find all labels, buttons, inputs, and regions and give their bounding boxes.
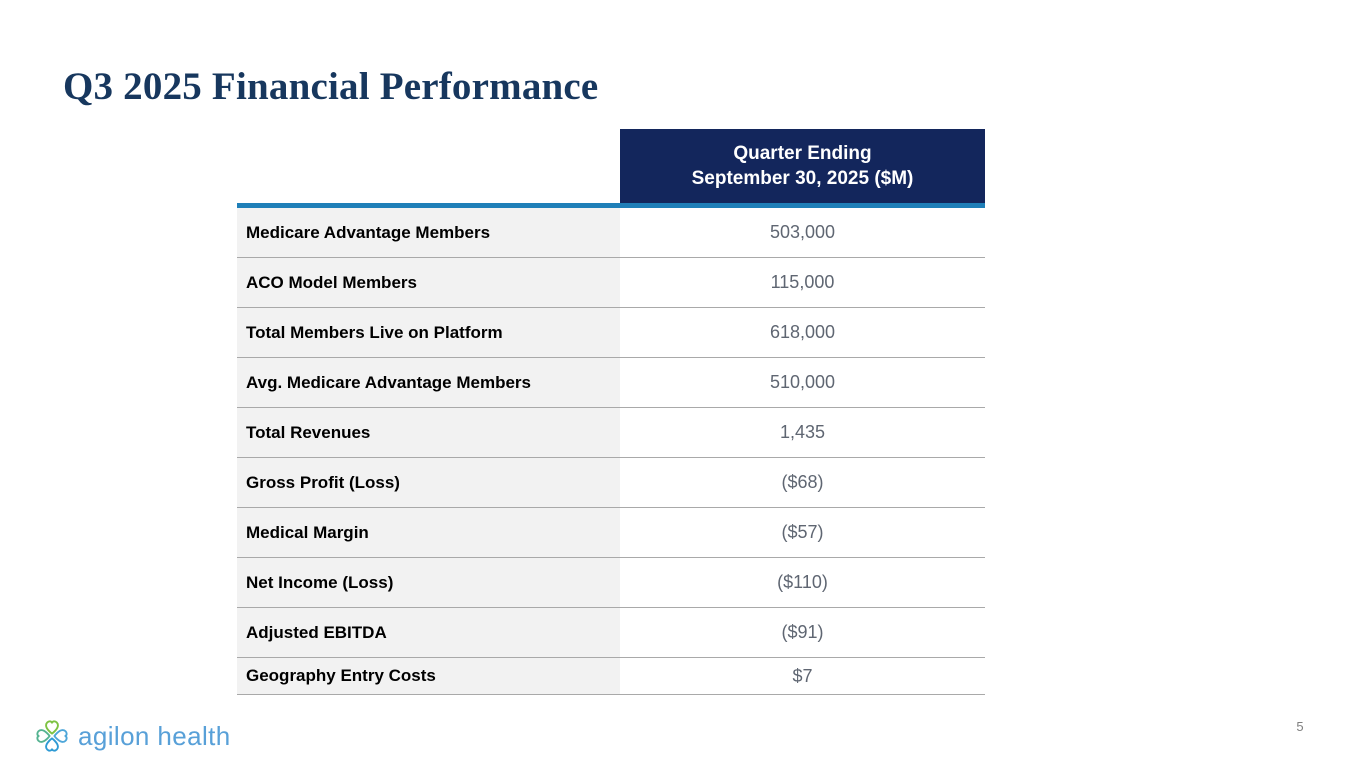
- row-value: ($110): [620, 558, 985, 607]
- table-row: Total Revenues 1,435: [237, 408, 985, 458]
- row-label: Total Members Live on Platform: [237, 308, 620, 357]
- table-row: Avg. Medicare Advantage Members 510,000: [237, 358, 985, 408]
- row-value: 503,000: [620, 208, 985, 257]
- table-row: Medical Margin ($57): [237, 508, 985, 558]
- column-header-line1: Quarter Ending: [733, 142, 872, 164]
- company-logo: agilon health: [33, 716, 231, 756]
- table-column-header: Quarter Ending September 30, 2025 ($M): [620, 129, 985, 203]
- row-label: ACO Model Members: [237, 258, 620, 307]
- table-row: ACO Model Members 115,000: [237, 258, 985, 308]
- logo-wordmark: agilon health: [78, 720, 231, 751]
- row-label: Total Revenues: [237, 408, 620, 457]
- row-value: 510,000: [620, 358, 985, 407]
- column-header-line2: September 30, 2025 ($M): [691, 168, 914, 189]
- row-label: Avg. Medicare Advantage Members: [237, 358, 620, 407]
- row-value: 618,000: [620, 308, 985, 357]
- row-value: ($91): [620, 608, 985, 657]
- table-row: Geography Entry Costs $7: [237, 658, 985, 695]
- table-row: Gross Profit (Loss) ($68): [237, 458, 985, 508]
- row-value: ($68): [620, 458, 985, 507]
- row-value: $7: [620, 658, 985, 694]
- page-title: Q3 2025 Financial Performance: [63, 65, 599, 108]
- row-label: Medicare Advantage Members: [237, 208, 620, 257]
- row-label: Net Income (Loss): [237, 558, 620, 607]
- table-row: Adjusted EBITDA ($91): [237, 608, 985, 658]
- row-value: ($57): [620, 508, 985, 557]
- row-label: Adjusted EBITDA: [237, 608, 620, 657]
- page-number: 5: [1296, 719, 1304, 734]
- row-label: Medical Margin: [237, 508, 620, 557]
- row-value: 1,435: [620, 408, 985, 457]
- row-label: Geography Entry Costs: [237, 658, 620, 694]
- row-value: 115,000: [620, 258, 985, 307]
- header-accent-line: [237, 203, 985, 208]
- row-label: Gross Profit (Loss): [237, 458, 620, 507]
- agilon-health-logo-icon: [36, 720, 68, 752]
- table-row: Total Members Live on Platform 618,000: [237, 308, 985, 358]
- table-row: Medicare Advantage Members 503,000: [237, 208, 985, 258]
- table-row: Net Income (Loss) ($110): [237, 558, 985, 608]
- table-body: Medicare Advantage Members 503,000 ACO M…: [237, 208, 985, 695]
